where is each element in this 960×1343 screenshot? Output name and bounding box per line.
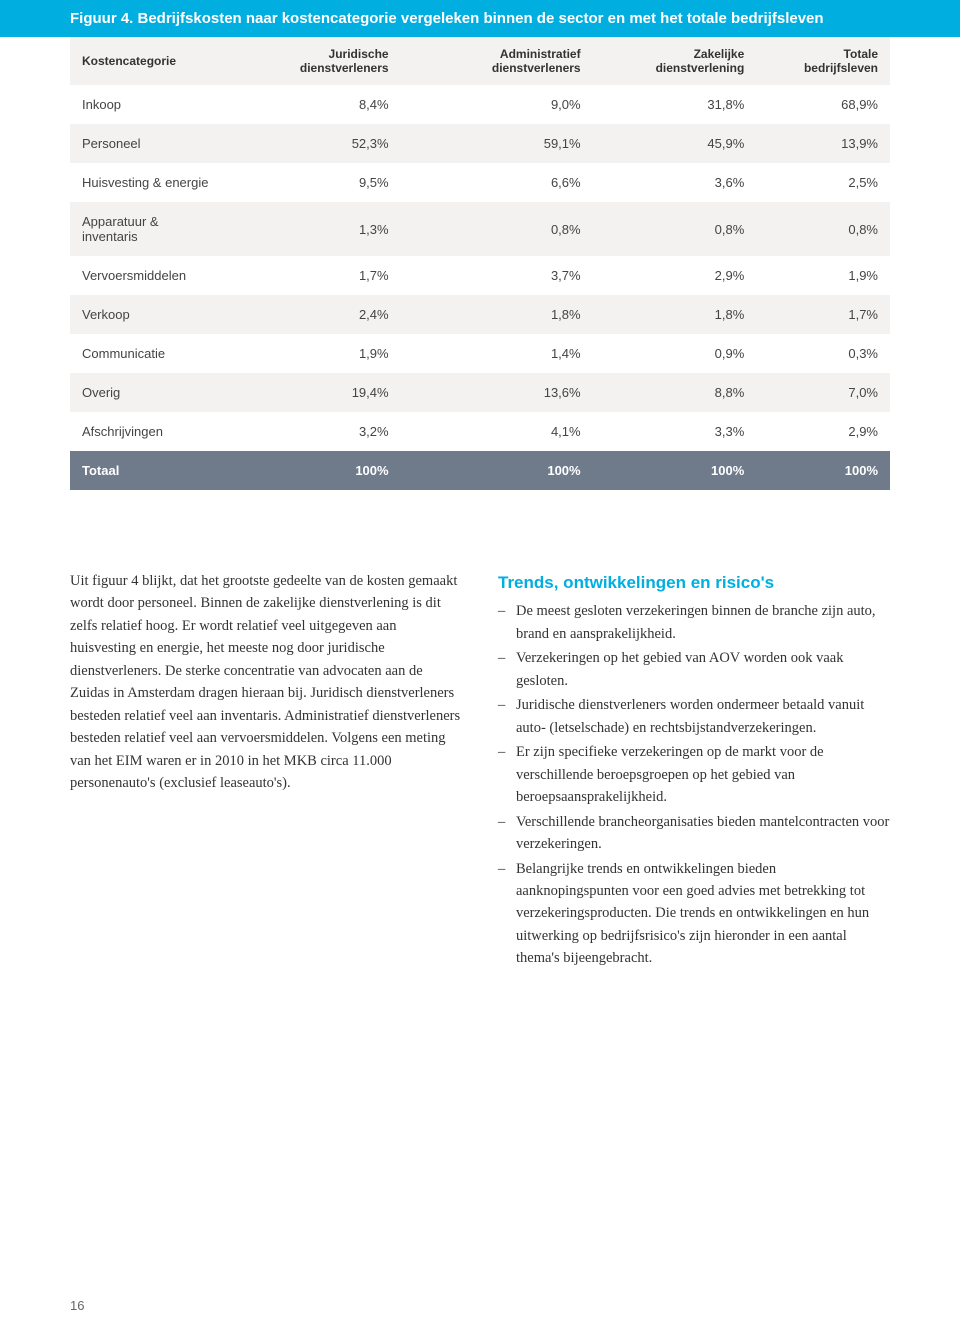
row-value: 1,7%	[756, 295, 890, 334]
list-item: Er zijn specifieke verzekeringen op de m…	[498, 741, 890, 808]
row-value: 2,9%	[593, 256, 757, 295]
row-label: Huisvesting & energie	[70, 163, 228, 202]
list-item: Belangrijke trends en ontwikkelingen bie…	[498, 858, 890, 970]
table-header: Kostencategorie Juridische dienstverlene…	[70, 37, 890, 85]
list-item: Verschillende brancheorganisaties bieden…	[498, 811, 890, 856]
figure-title: Figuur 4. Bedrijfskosten naar kostencate…	[70, 10, 824, 27]
table-row: Verkoop2,4%1,8%1,8%1,7%	[70, 295, 890, 334]
col-header-2: Administratief dienstverleners	[401, 37, 593, 85]
row-value: 8,4%	[228, 85, 401, 124]
row-value: 6,6%	[401, 163, 593, 202]
row-value: 3,6%	[593, 163, 757, 202]
row-value: 19,4%	[228, 373, 401, 412]
row-value: 2,4%	[228, 295, 401, 334]
row-label: Verkoop	[70, 295, 228, 334]
row-value: 2,9%	[756, 412, 890, 451]
list-item: De meest gesloten verzekeringen binnen d…	[498, 600, 890, 645]
row-value: 1,8%	[593, 295, 757, 334]
col-header-3: Zakelijke dienstverlening	[593, 37, 757, 85]
row-value: 3,3%	[593, 412, 757, 451]
total-value: 100%	[401, 451, 593, 490]
row-value: 59,1%	[401, 124, 593, 163]
row-value: 1,8%	[401, 295, 593, 334]
col-header-4: Totale bedrijfsleven	[756, 37, 890, 85]
left-column: Uit figuur 4 blijkt, dat het grootste ge…	[70, 570, 462, 972]
row-value: 3,2%	[228, 412, 401, 451]
row-value: 9,5%	[228, 163, 401, 202]
row-label: Overig	[70, 373, 228, 412]
total-value: 100%	[228, 451, 401, 490]
page-number: 16	[70, 1298, 84, 1313]
row-value: 9,0%	[401, 85, 593, 124]
page: Figuur 4. Bedrijfskosten naar kostencate…	[0, 0, 960, 1343]
row-value: 0,8%	[593, 202, 757, 256]
total-value: 100%	[593, 451, 757, 490]
row-value: 0,9%	[593, 334, 757, 373]
table-row: Apparatuur & inventaris1,3%0,8%0,8%0,8%	[70, 202, 890, 256]
row-value: 0,8%	[401, 202, 593, 256]
row-value: 3,7%	[401, 256, 593, 295]
table-total-row: Totaal100%100%100%100%	[70, 451, 890, 490]
total-label: Totaal	[70, 451, 228, 490]
body-columns: Uit figuur 4 blijkt, dat het grootste ge…	[70, 570, 890, 972]
left-paragraph: Uit figuur 4 blijkt, dat het grootste ge…	[70, 570, 462, 795]
total-value: 100%	[756, 451, 890, 490]
row-value: 4,1%	[401, 412, 593, 451]
row-value: 1,9%	[756, 256, 890, 295]
right-heading: Trends, ontwikkelingen en risico's	[498, 570, 890, 596]
table-row: Huisvesting & energie9,5%6,6%3,6%2,5%	[70, 163, 890, 202]
row-label: Personeel	[70, 124, 228, 163]
row-value: 45,9%	[593, 124, 757, 163]
table-body: Inkoop8,4%9,0%31,8%68,9%Personeel52,3%59…	[70, 85, 890, 490]
row-value: 13,6%	[401, 373, 593, 412]
col-header-1: Juridische dienstverleners	[228, 37, 401, 85]
figure-title-bar: Figuur 4. Bedrijfskosten naar kostencate…	[0, 0, 960, 37]
row-label: Apparatuur & inventaris	[70, 202, 228, 256]
row-value: 13,9%	[756, 124, 890, 163]
costs-table: Kostencategorie Juridische dienstverlene…	[70, 37, 890, 490]
list-item: Juridische dienstverleners worden onderm…	[498, 694, 890, 739]
right-list: De meest gesloten verzekeringen binnen d…	[498, 600, 890, 970]
row-value: 1,3%	[228, 202, 401, 256]
row-value: 68,9%	[756, 85, 890, 124]
table-row: Inkoop8,4%9,0%31,8%68,9%	[70, 85, 890, 124]
row-value: 1,7%	[228, 256, 401, 295]
row-value: 8,8%	[593, 373, 757, 412]
row-value: 52,3%	[228, 124, 401, 163]
table-row: Communicatie1,9%1,4%0,9%0,3%	[70, 334, 890, 373]
row-label: Inkoop	[70, 85, 228, 124]
row-value: 0,3%	[756, 334, 890, 373]
row-value: 2,5%	[756, 163, 890, 202]
row-value: 7,0%	[756, 373, 890, 412]
list-item: Verzekeringen op het gebied van AOV word…	[498, 647, 890, 692]
row-value: 1,4%	[401, 334, 593, 373]
row-label: Afschrijvingen	[70, 412, 228, 451]
col-header-0: Kostencategorie	[70, 37, 228, 85]
row-value: 0,8%	[756, 202, 890, 256]
table-row: Personeel52,3%59,1%45,9%13,9%	[70, 124, 890, 163]
table-row: Overig19,4%13,6%8,8%7,0%	[70, 373, 890, 412]
row-value: 1,9%	[228, 334, 401, 373]
row-label: Vervoersmiddelen	[70, 256, 228, 295]
table-row: Vervoersmiddelen1,7%3,7%2,9%1,9%	[70, 256, 890, 295]
row-label: Communicatie	[70, 334, 228, 373]
table-row: Afschrijvingen3,2%4,1%3,3%2,9%	[70, 412, 890, 451]
right-column: Trends, ontwikkelingen en risico's De me…	[498, 570, 890, 972]
row-value: 31,8%	[593, 85, 757, 124]
